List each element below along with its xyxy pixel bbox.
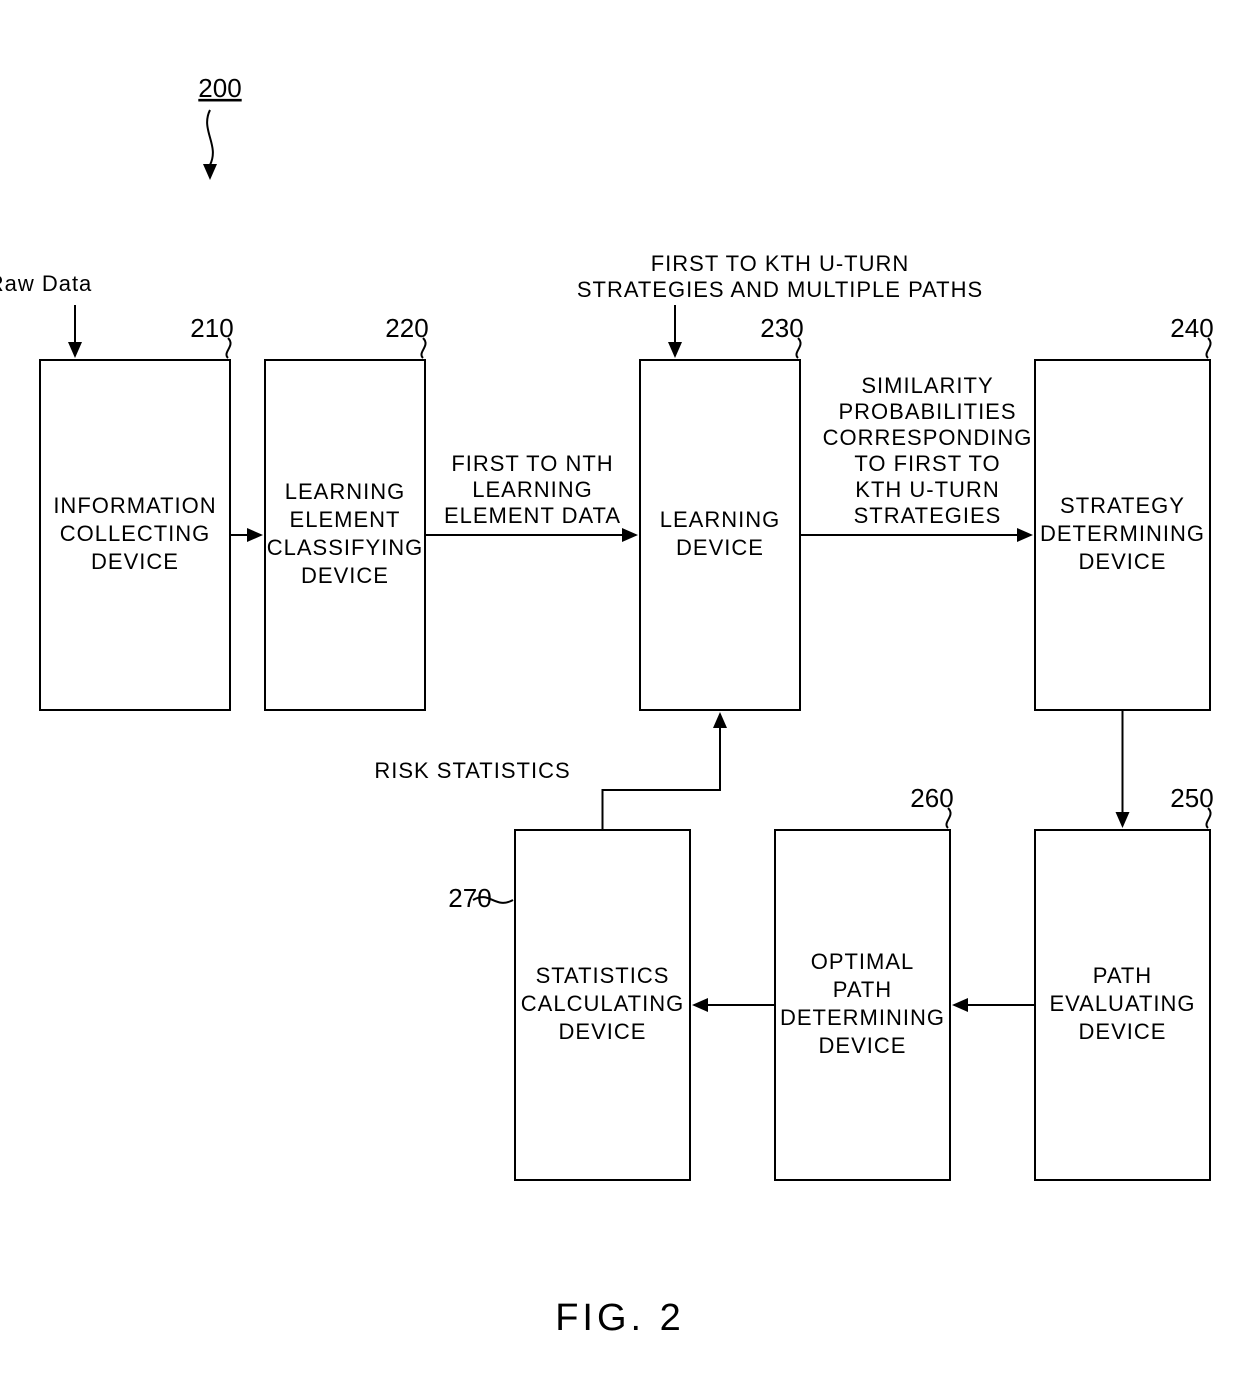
- block-270-label-line-1: CALCULATING: [521, 991, 684, 1016]
- ref-number-250: 250: [1170, 783, 1213, 813]
- block-260-label-line-2: DETERMINING: [780, 1005, 945, 1030]
- block-210-label-line-0: INFORMATION: [53, 493, 216, 518]
- arrow-head-icon: [713, 712, 727, 728]
- block-220-label-line-0: LEARNING: [285, 479, 405, 504]
- edge-label-n220-n230-line-0: FIRST TO NTH: [451, 451, 613, 476]
- arrow-head-icon: [952, 998, 968, 1012]
- block-210: INFORMATION COLLECTING DEVICE: [40, 360, 230, 710]
- edge-label-n230-n240-line-1: PROBABILITIES: [838, 399, 1016, 424]
- arrow-head-icon: [692, 998, 708, 1012]
- arrow-head-icon: [1116, 812, 1130, 828]
- block-270: STATISTICS CALCULATING DEVICE: [515, 830, 690, 1180]
- block-210-label-line-1: COLLECTING: [60, 521, 211, 546]
- ref-number-210: 210: [190, 313, 233, 343]
- edge-label-n220-n230-line-1: LEARNING: [472, 477, 592, 502]
- block-240: STRATEGY DETERMINING DEVICE: [1035, 360, 1210, 710]
- edge-label-n230-n240-line-2: CORRESPONDING: [823, 425, 1033, 450]
- block-230: LEARNING DEVICE: [640, 360, 800, 710]
- arrow-head-icon: [68, 342, 82, 358]
- edge-label-n230-n240-line-0: SIMILARITY: [861, 373, 993, 398]
- input-label-n230-line-1: STRATEGIES AND MULTIPLE PATHS: [577, 277, 983, 302]
- ref-number-240: 240: [1170, 313, 1213, 343]
- block-270-label-line-2: DEVICE: [559, 1019, 647, 1044]
- edge-label-n270-n230: RISK STATISTICS: [374, 758, 570, 783]
- figure-ref-leader: [207, 110, 213, 165]
- block-240-label-line-1: DETERMINING: [1040, 521, 1205, 546]
- block-260-label-line-1: PATH: [833, 977, 892, 1002]
- input-label-n210: Raw Data: [0, 271, 92, 296]
- edge-label-n230-n240-line-5: STRATEGIES: [854, 503, 1002, 528]
- block-240-label-line-0: STRATEGY: [1060, 493, 1185, 518]
- block-250: PATH EVALUATING DEVICE: [1035, 830, 1210, 1180]
- arrow-head-icon: [668, 342, 682, 358]
- block-260-label-line-3: DEVICE: [819, 1033, 907, 1058]
- block-240-label-line-2: DEVICE: [1079, 549, 1167, 574]
- block-220-label-line-3: DEVICE: [301, 563, 389, 588]
- block-230-label-line-0: LEARNING: [660, 507, 780, 532]
- block-250-label-line-0: PATH: [1093, 963, 1152, 988]
- block-260: OPTIMAL PATH DETERMINING DEVICE: [775, 830, 950, 1180]
- block-210-label-line-2: DEVICE: [91, 549, 179, 574]
- block-250-label-line-1: EVALUATING: [1049, 991, 1195, 1016]
- block-220-label-line-2: CLASSIFYING: [267, 535, 423, 560]
- block-270-label-line-0: STATISTICS: [536, 963, 670, 988]
- arrow-head-icon: [247, 528, 263, 542]
- arrow-head-icon: [203, 164, 217, 180]
- ref-number-220: 220: [385, 313, 428, 343]
- block-260-label-line-0: OPTIMAL: [811, 949, 915, 974]
- block-220-label-line-1: ELEMENT: [290, 507, 401, 532]
- edge-label-n220-n230-line-2: ELEMENT DATA: [444, 503, 621, 528]
- block-230-label-line-1: DEVICE: [676, 535, 764, 560]
- block-220: LEARNING ELEMENT CLASSIFYING DEVICE: [265, 360, 425, 710]
- ref-number-260: 260: [910, 783, 953, 813]
- block-250-label-line-2: DEVICE: [1079, 1019, 1167, 1044]
- arrow-head-icon: [622, 528, 638, 542]
- input-label-n230-line-0: FIRST TO KTH U-TURN: [651, 251, 910, 276]
- figure-reference-number: 200: [198, 73, 241, 103]
- edge-n270-n230: [603, 714, 721, 830]
- arrow-head-icon: [1017, 528, 1033, 542]
- figure-caption: FIG. 2: [555, 1297, 685, 1339]
- ref-number-230: 230: [760, 313, 803, 343]
- edge-label-n230-n240-line-3: TO FIRST TO: [854, 451, 1000, 476]
- edge-label-n230-n240-line-4: KTH U-TURN: [855, 477, 999, 502]
